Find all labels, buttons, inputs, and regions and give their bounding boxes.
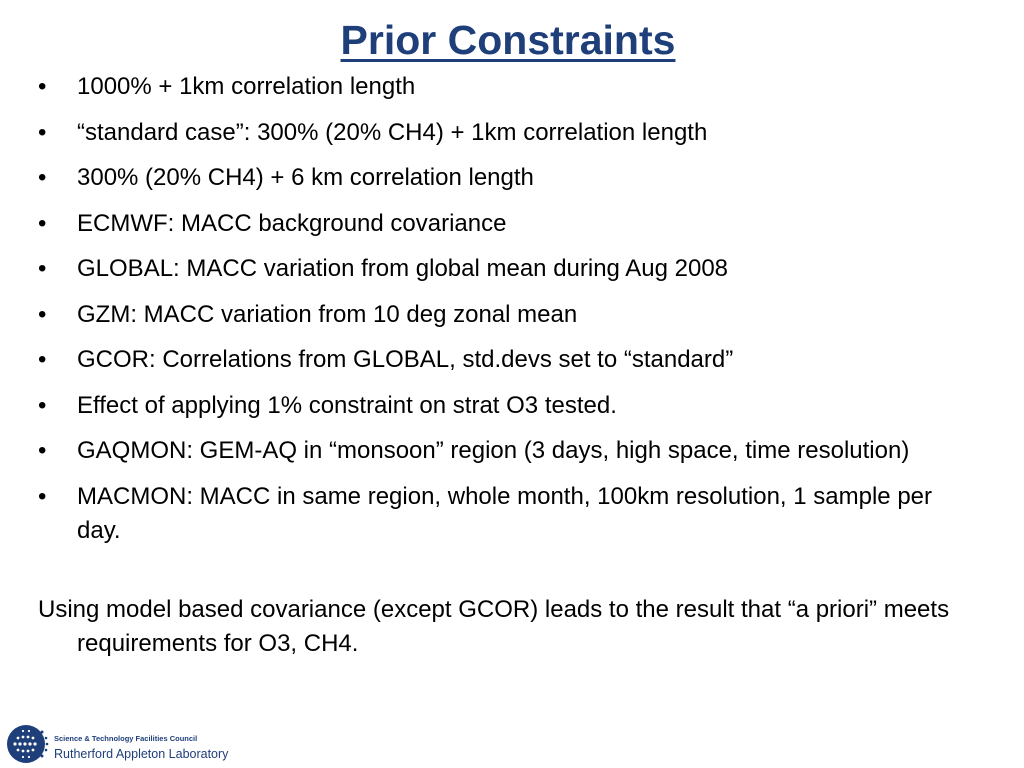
bullet-text: “standard case”: 300% (20% CH4) + 1km co… [77, 119, 707, 146]
bullet-marker: • [38, 389, 58, 423]
bullet-item: • 300% (20% CH4) + 6 km correlation lengt… [38, 161, 978, 195]
bullet-marker: • [38, 207, 58, 241]
bullet-marker: • [38, 161, 58, 195]
bullet-text: ECMWF: MACC background covariance [77, 210, 506, 237]
bullet-marker: • [38, 343, 58, 377]
bullet-item: • MACMON: MACC in same region, whole mont… [38, 480, 978, 548]
bullet-text: MACMON: MACC in same region, whole month… [77, 483, 932, 544]
bullet-marker: • [38, 116, 58, 150]
council-name: Science & Technology Facilities Council [54, 734, 197, 743]
bullet-item: • GCOR: Correlations from GLOBAL, std.dev… [38, 343, 978, 377]
lab-name: Rutherford Appleton Laboratory [54, 747, 228, 761]
footer-logo: Science & Technology Facilities Council … [6, 722, 256, 766]
bullet-text: GZM: MACC variation from 10 deg zonal me… [77, 301, 577, 328]
bullet-item: • GLOBAL: MACC variation from global mean… [38, 252, 978, 286]
bullet-item: • ECMWF: MACC background covariance [38, 207, 978, 241]
bullet-text: Effect of applying 1% constraint on stra… [77, 392, 617, 419]
slide-title: Prior Constraints [0, 14, 1016, 66]
bullet-text: GCOR: Correlations from GLOBAL, std.devs… [77, 346, 733, 373]
summary-text: Using model based covariance (except GCO… [38, 593, 1017, 661]
bullet-text: GLOBAL: MACC variation from global mean … [77, 255, 728, 282]
bullet-item: • GZM: MACC variation from 10 deg zonal m… [38, 298, 978, 332]
bullet-text: GAQMON: GEM-AQ in “monsoon” region (3 da… [77, 437, 909, 464]
bullet-text: 300% (20% CH4) + 6 km correlation length [77, 164, 534, 191]
bullet-item: • Effect of applying 1% constraint on str… [38, 389, 978, 423]
bullet-text: 1000% + 1km correlation length [77, 73, 415, 100]
stfc-logo-icon [6, 722, 50, 766]
bullet-item: • “standard case”: 300% (20% CH4) + 1km c… [38, 116, 978, 150]
bullet-marker: • [38, 70, 58, 104]
bullet-marker: • [38, 298, 58, 332]
bullet-marker: • [38, 480, 58, 514]
bullet-list: • 1000% + 1km correlation length • “standa… [38, 70, 978, 559]
bullet-marker: • [38, 434, 58, 468]
bullet-item: • 1000% + 1km correlation length [38, 70, 978, 104]
bullet-item: • GAQMON: GEM-AQ in “monsoon” region (3 d… [38, 434, 978, 468]
bullet-marker: • [38, 252, 58, 286]
